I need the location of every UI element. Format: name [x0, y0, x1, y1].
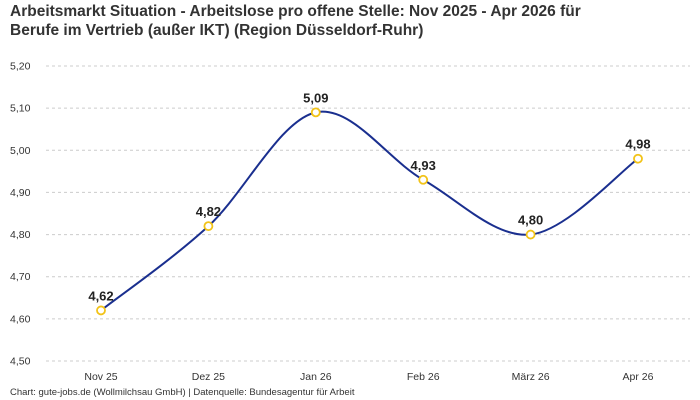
data-point: [96, 305, 106, 316]
data-label: 5,09: [303, 90, 328, 105]
data-label: 4,82: [196, 204, 221, 219]
chart-title-line-2: Berufe im Vertrieb (außer IKT) (Region D…: [10, 22, 424, 39]
chart-title-line-1: Arbeitsmarkt Situation - Arbeitslose pro…: [10, 3, 581, 20]
data-point: [310, 107, 321, 118]
x-tick-label: Apr 26: [623, 371, 654, 383]
y-tick-label: 5,10: [10, 103, 31, 115]
y-tick-label: 4,50: [10, 356, 31, 368]
chart-title: Arbeitsmarkt Situation - Arbeitslose pro…: [10, 2, 690, 40]
data-label: 4,98: [625, 137, 650, 152]
data-label: 4,80: [518, 213, 543, 228]
chart-footer-source: Chart: gute-jobs.de (Wollmilchsau GmbH) …: [10, 387, 355, 398]
y-tick-label: 5,20: [10, 61, 31, 73]
data-point: [525, 229, 536, 240]
data-point: [418, 174, 429, 185]
series-line: [100, 110, 639, 312]
y-tick-label: 4,90: [10, 187, 31, 199]
y-tick-label: 4,80: [10, 229, 31, 241]
data-label: 4,93: [411, 158, 436, 173]
x-tick-label: Feb 26: [407, 371, 440, 383]
y-tick-label: 4,60: [10, 313, 31, 325]
x-tick-label: Nov 25: [84, 371, 117, 383]
data-point: [203, 221, 214, 232]
x-tick-label: März 26: [512, 371, 550, 383]
y-tick-label: 4,70: [10, 271, 31, 283]
data-label: 4,62: [88, 288, 113, 303]
data-point: [633, 153, 643, 164]
x-tick-label: Jan 26: [300, 371, 332, 383]
x-tick-label: Dez 25: [192, 371, 225, 383]
y-tick-label: 5,00: [10, 145, 31, 157]
